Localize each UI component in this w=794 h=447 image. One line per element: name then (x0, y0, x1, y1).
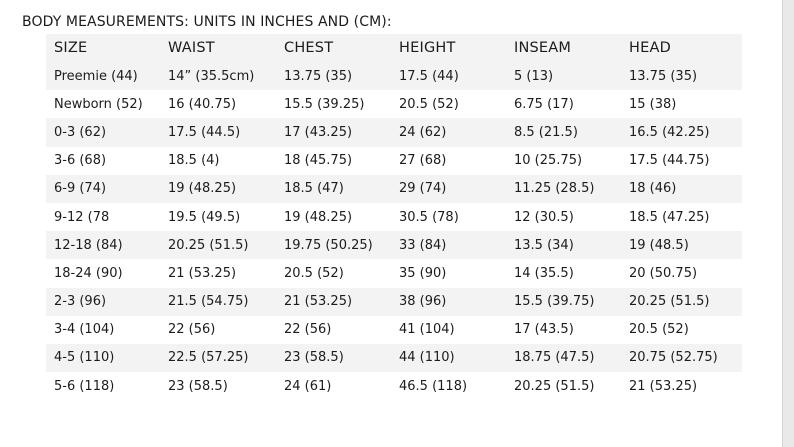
cell-waist: 20.25 (51.5) (168, 237, 249, 253)
cell-chest: 22 (56) (284, 322, 332, 338)
cell-size: Newborn (52) (54, 96, 143, 112)
cell-waist: 22 (56) (168, 322, 216, 338)
cell-size: 3-4 (104) (54, 322, 115, 338)
table-row: 5-6 (118) 23 (58.5) 24 (61) 46.5 (118) 2… (46, 372, 742, 401)
cell-head: 20 (50.75) (629, 265, 698, 281)
cell-height: 38 (96) (399, 294, 447, 310)
cell-chest: 21 (53.25) (284, 294, 353, 310)
cell-inseam: 12 (30.5) (514, 209, 574, 225)
cell-size: 3-6 (68) (54, 153, 107, 169)
cell-chest: 18 (45.75) (284, 153, 353, 169)
cell-waist: 19.5 (49.5) (168, 209, 241, 225)
cell-inseam: 20.25 (51.5) (514, 378, 595, 394)
cell-height: 35 (90) (399, 265, 447, 281)
table-row: 4-5 (110) 22.5 (57.25) 23 (58.5) 44 (110… (46, 343, 742, 373)
table-row: 6-9 (74) 19 (48.25) 18.5 (47) 29 (74) 11… (46, 174, 742, 203)
cell-head: 15 (38) (629, 96, 677, 112)
cell-chest: 24 (61) (284, 378, 332, 394)
cell-chest: 20.5 (52) (284, 265, 344, 281)
cell-waist: 16 (40.75) (168, 96, 237, 112)
cell-chest: 17 (43.25) (284, 124, 353, 140)
cell-inseam: 17 (43.5) (514, 322, 574, 338)
cell-size: 18-24 (90) (54, 265, 123, 281)
cell-head: 20.75 (52.75) (629, 350, 718, 366)
cell-chest: 19.75 (50.25) (284, 237, 373, 253)
cell-size: 0-3 (62) (54, 124, 107, 140)
cell-head: 20.5 (52) (629, 322, 689, 338)
table-row: 0-3 (62) 17.5 (44.5) 17 (43.25) 24 (62) … (46, 118, 742, 147)
cell-size: 4-5 (110) (54, 350, 115, 366)
cell-height: 46.5 (118) (399, 378, 468, 394)
cell-height: 29 (74) (399, 181, 447, 197)
cell-inseam: 18.75 (47.5) (514, 350, 595, 366)
cell-head: 20.25 (51.5) (629, 294, 710, 310)
cell-size: 2-3 (96) (54, 294, 107, 310)
cell-size: 9-12 (78 (54, 209, 110, 225)
cell-chest: 15.5 (39.25) (284, 96, 365, 112)
cell-waist: 17.5 (44.5) (168, 124, 241, 140)
table-row: 12-18 (84) 20.25 (51.5) 19.75 (50.25) 33… (46, 231, 742, 260)
table-row: 18-24 (90) 21 (53.25) 20.5 (52) 35 (90) … (46, 259, 742, 288)
cell-head: 17.5 (44.75) (629, 153, 710, 169)
cell-height: 27 (68) (399, 153, 447, 169)
cell-inseam: 15.5 (39.75) (514, 294, 595, 310)
table-row: 9-12 (78 19.5 (49.5) 19 (48.25) 30.5 (78… (46, 202, 742, 232)
cell-inseam: 6.75 (17) (514, 96, 574, 112)
cell-height: 20.5 (52) (399, 96, 459, 112)
table-row: 2-3 (96) 21.5 (54.75) 21 (53.25) 38 (96)… (46, 287, 742, 316)
cell-height: 24 (62) (399, 124, 447, 140)
header-inseam: INSEAM (514, 40, 572, 56)
cell-head: 21 (53.25) (629, 378, 698, 394)
cell-inseam: 10 (25.75) (514, 153, 583, 169)
cell-head: 18.5 (47.25) (629, 209, 710, 225)
cell-waist: 18.5 (4) (168, 153, 220, 169)
cell-waist: 22.5 (57.25) (168, 350, 249, 366)
header-waist: WAIST (168, 40, 215, 56)
cell-height: 44 (110) (399, 350, 455, 366)
header-head: HEAD (629, 40, 671, 56)
cell-head: 16.5 (42.25) (629, 124, 710, 140)
cell-size: 5-6 (118) (54, 378, 115, 394)
cell-height: 33 (84) (399, 237, 447, 253)
cell-height: 30.5 (78) (399, 209, 459, 225)
header-height: HEIGHT (399, 40, 456, 56)
cell-chest: 18.5 (47) (284, 181, 344, 197)
cell-head: 19 (48.5) (629, 237, 689, 253)
cell-inseam: 13.5 (34) (514, 237, 574, 253)
table-row: 3-6 (68) 18.5 (4) 18 (45.75) 27 (68) 10 … (46, 146, 742, 175)
header-row: SIZE WAIST CHEST HEIGHT INSEAM HEAD (46, 34, 742, 62)
cell-waist: 19 (48.25) (168, 181, 237, 197)
table-row: Preemie (44) 14” (35.5cm) 13.75 (35) 17.… (46, 62, 742, 91)
cell-chest: 13.75 (35) (284, 68, 353, 84)
header-chest: CHEST (284, 40, 334, 56)
cell-chest: 23 (58.5) (284, 350, 344, 366)
cell-inseam: 11.25 (28.5) (514, 181, 595, 197)
cell-waist: 14” (35.5cm) (168, 68, 255, 84)
header-size: SIZE (54, 40, 88, 56)
cell-waist: 21.5 (54.75) (168, 294, 249, 310)
table-body: Preemie (44) 14” (35.5cm) 13.75 (35) 17.… (46, 62, 742, 401)
table-row: 3-4 (104) 22 (56) 22 (56) 41 (104) 17 (4… (46, 315, 742, 344)
cell-inseam: 5 (13) (514, 68, 554, 84)
table-row: Newborn (52) 16 (40.75) 15.5 (39.25) 20.… (46, 90, 742, 119)
cell-inseam: 8.5 (21.5) (514, 124, 578, 140)
cell-height: 17.5 (44) (399, 68, 459, 84)
cell-height: 41 (104) (399, 322, 455, 338)
cell-head: 13.75 (35) (629, 68, 698, 84)
measurements-table: SIZE WAIST CHEST HEIGHT INSEAM HEAD Pree… (46, 34, 742, 401)
cell-waist: 21 (53.25) (168, 265, 237, 281)
cell-size: Preemie (44) (54, 68, 138, 84)
cell-chest: 19 (48.25) (284, 209, 353, 225)
cell-size: 6-9 (74) (54, 181, 107, 197)
cell-size: 12-18 (84) (54, 237, 123, 253)
chart-title: BODY MEASUREMENTS: UNITS IN INCHES AND (… (22, 14, 392, 30)
cell-waist: 23 (58.5) (168, 378, 228, 394)
cell-inseam: 14 (35.5) (514, 265, 574, 281)
cell-head: 18 (46) (629, 181, 677, 197)
